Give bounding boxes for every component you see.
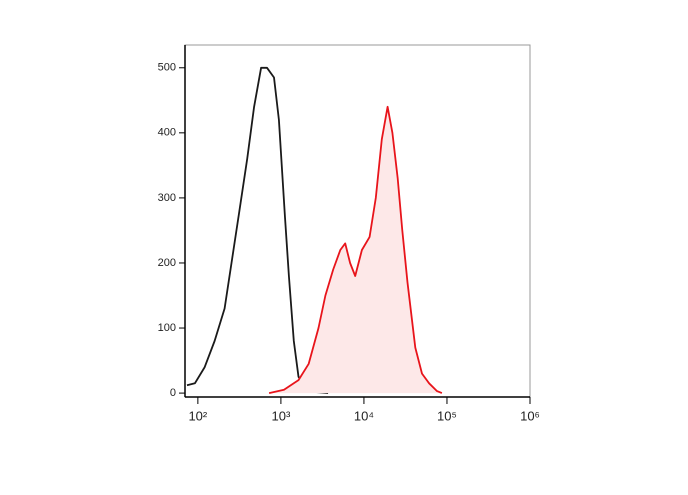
area [269,106,442,394]
y-tick-label: 200 [158,257,176,269]
y-tick-label: 500 [158,62,176,74]
line [268,105,443,394]
x-tick-label: 10⁶ [520,408,540,423]
x-tick-label: 10⁵ [437,408,457,423]
y-tick-label: 0 [170,387,176,399]
y-tick-label: 400 [158,127,176,139]
y-tick-label: 100 [158,322,176,334]
x-tick-label: 10³ [271,408,290,423]
line [186,66,329,394]
y-tick-label: 300 [158,192,176,204]
x-tick-label: 10² [188,408,207,423]
x-tick-label: 10⁴ [354,408,374,423]
